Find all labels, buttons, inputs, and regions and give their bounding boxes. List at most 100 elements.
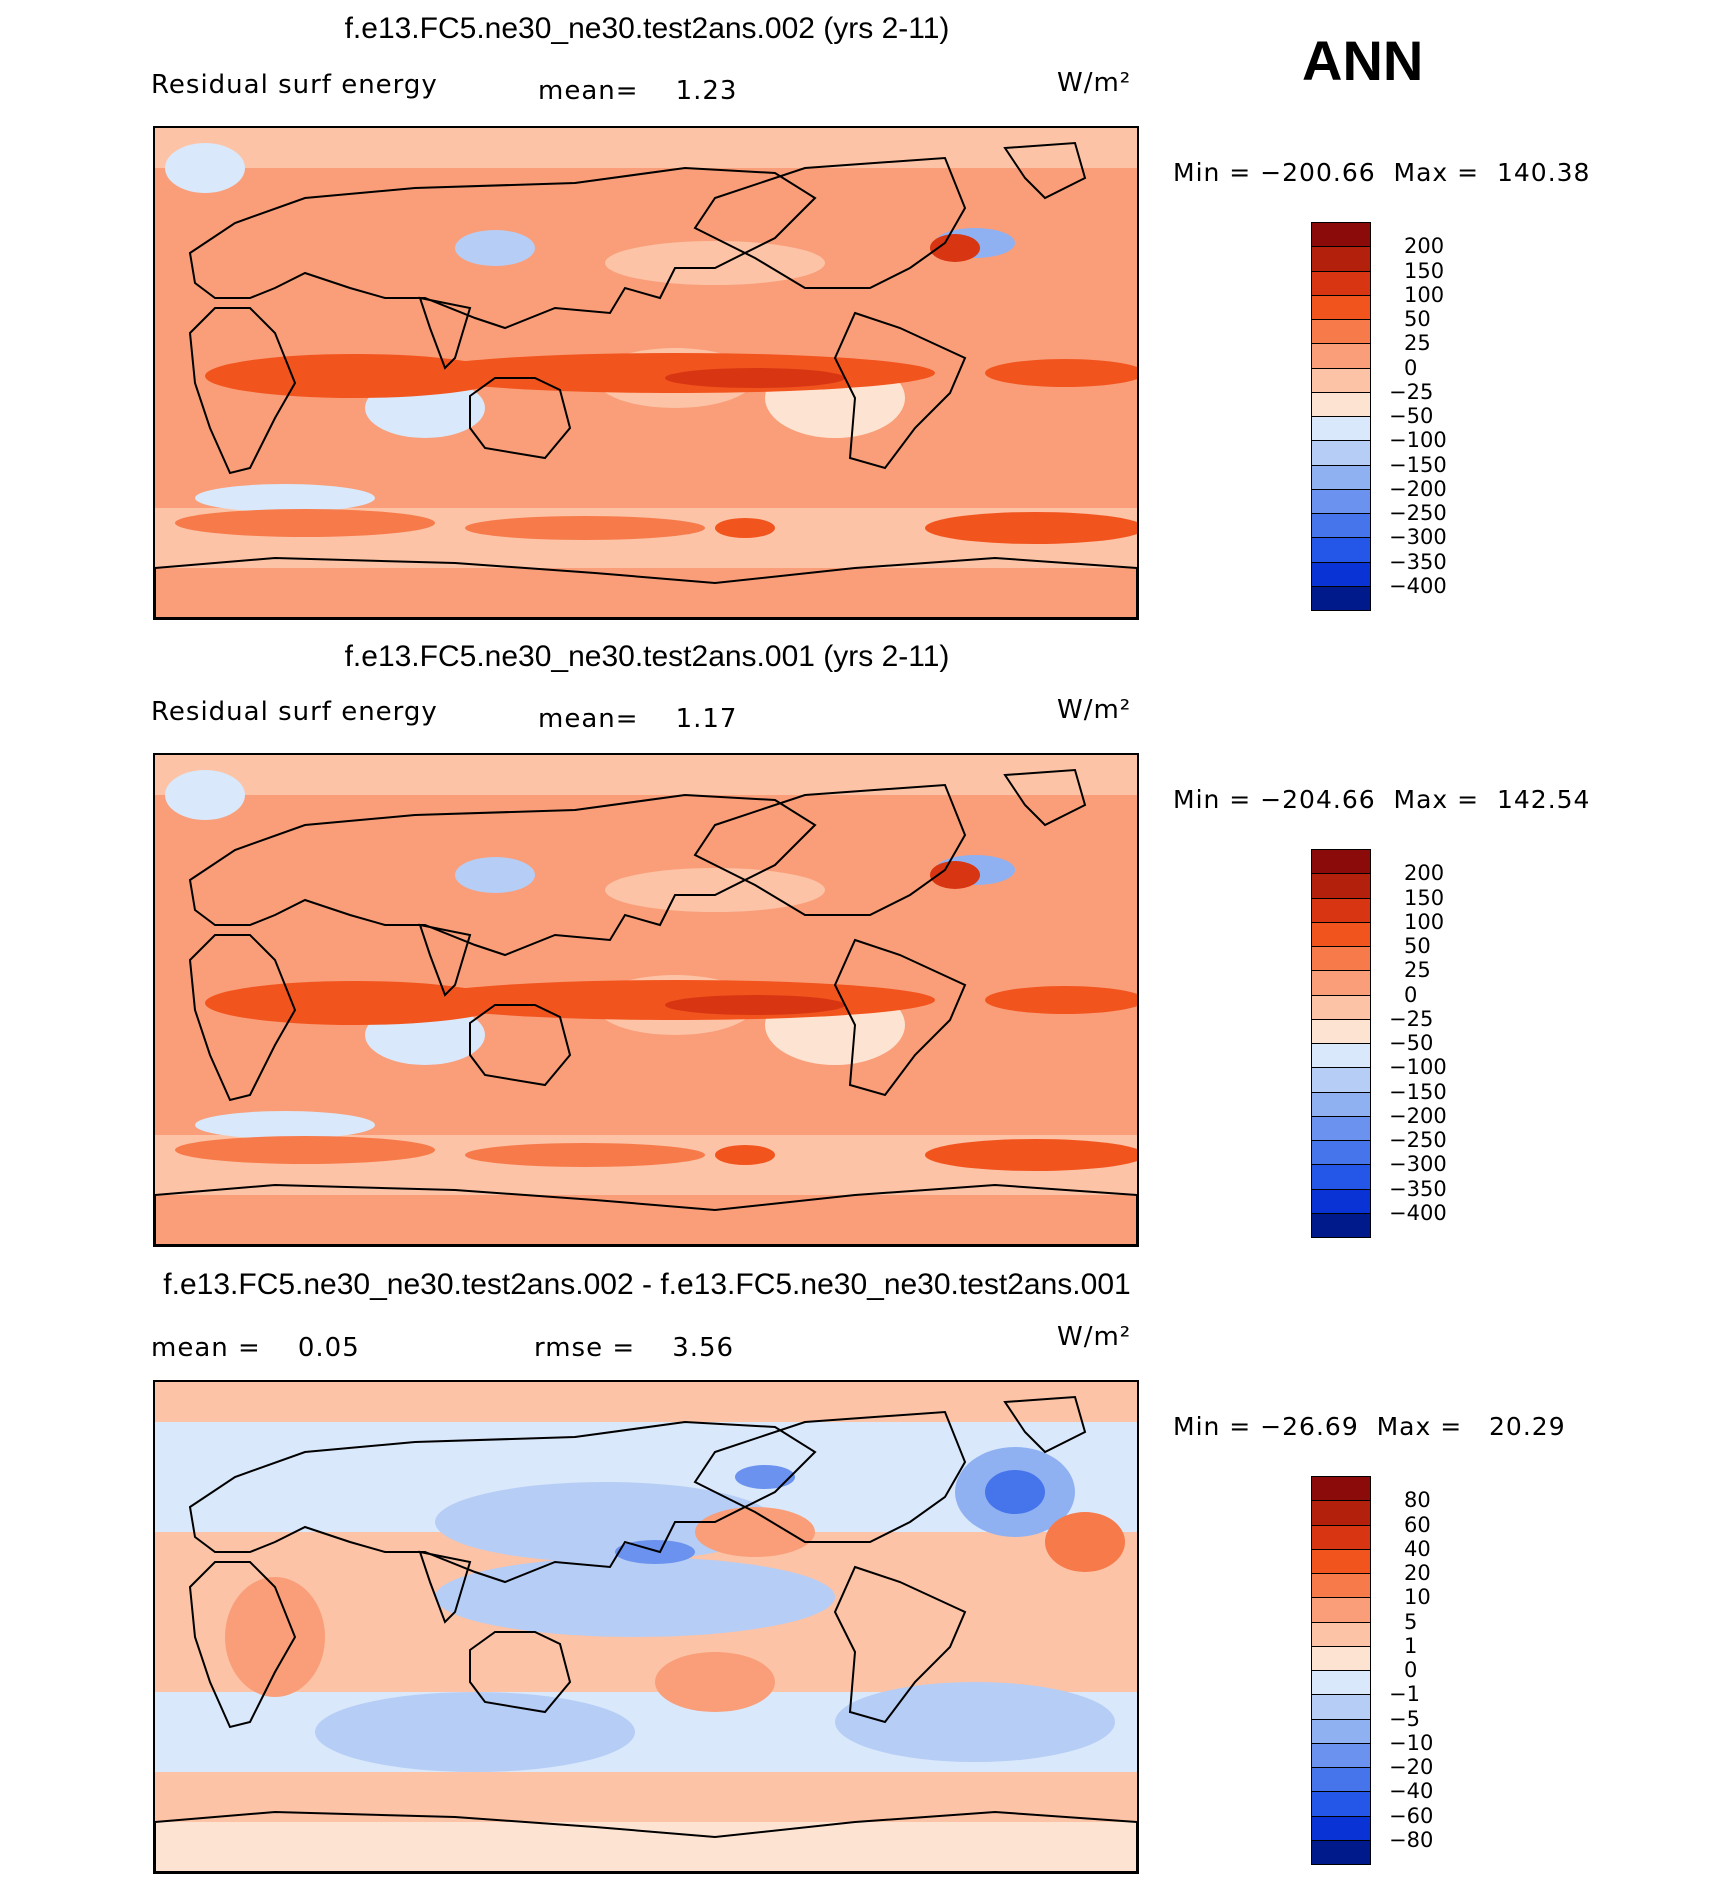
coastline xyxy=(833,311,967,470)
colorbar-tick-label: −20 xyxy=(1389,1755,1434,1779)
coastline xyxy=(693,1410,967,1543)
field-patch xyxy=(615,1540,695,1564)
field-band xyxy=(985,359,1137,387)
colorbar-tick-label: −100 xyxy=(1389,428,1447,453)
colorbar-box xyxy=(1311,1718,1371,1744)
coastline xyxy=(469,1004,572,1087)
colorbar-box xyxy=(1311,1188,1371,1214)
coastline xyxy=(188,1420,817,1584)
colorbar-tick-label: 25 xyxy=(1404,331,1431,356)
colorbar-box xyxy=(1311,1670,1371,1696)
colorbar-box xyxy=(1311,343,1371,369)
field-patch xyxy=(225,1577,325,1697)
colorbar-tick-label: 150 xyxy=(1404,885,1445,910)
panel-bottom-map xyxy=(153,1380,1139,1874)
colorbar-tick-label: −150 xyxy=(1389,1079,1447,1104)
colorbar-tick-label: 0 xyxy=(1404,355,1418,380)
coastline xyxy=(693,156,967,289)
colorbar-tick-label: −250 xyxy=(1389,1128,1447,1152)
colorbar-box xyxy=(1311,897,1371,923)
colorbar-box xyxy=(1311,270,1371,296)
field-patch xyxy=(930,234,980,262)
colorbar-tick-label: −400 xyxy=(1389,573,1447,598)
coastline xyxy=(418,296,472,370)
colorbar-box xyxy=(1311,488,1371,514)
field-band xyxy=(175,509,435,537)
colorbar-box xyxy=(1311,1164,1371,1190)
colorbar-tick-label: −200 xyxy=(1389,1103,1447,1128)
colorbar-box xyxy=(1311,513,1371,539)
field-band xyxy=(205,354,505,398)
colorbar-box xyxy=(1311,849,1371,875)
colorbar-tick-label: −300 xyxy=(1389,1152,1447,1177)
colorbar-tick-label: 40 xyxy=(1404,1536,1431,1561)
panel-top-variable-label: Residual surf energy xyxy=(151,70,438,100)
colorbar-box xyxy=(1311,319,1371,345)
colorbar-box xyxy=(1311,1140,1371,1166)
colorbar-box xyxy=(1311,246,1371,272)
colorbar-tick-label: −50 xyxy=(1389,1031,1434,1055)
colorbar-box xyxy=(1311,294,1371,320)
field-band xyxy=(205,981,505,1025)
colorbar-box xyxy=(1311,1767,1371,1793)
panel-bottom-map-svg xyxy=(155,1382,1137,1872)
coastline xyxy=(469,1631,572,1714)
colorbar-box xyxy=(1311,1839,1371,1865)
colorbar-tick-label: −5 xyxy=(1389,1706,1420,1731)
colorbar-box xyxy=(1311,464,1371,490)
colorbar-box xyxy=(1311,440,1371,466)
panel-middle-minmax: Min = −204.66 Max = 142.54 xyxy=(1173,785,1591,814)
field-patch xyxy=(435,1482,775,1562)
field-patch xyxy=(195,1111,375,1139)
colorbar-box xyxy=(1311,873,1371,899)
coastline xyxy=(1003,1395,1087,1454)
field-patch xyxy=(930,861,980,889)
colorbar-tick-label: 200 xyxy=(1404,861,1445,886)
colorbar-tick-label: 1 xyxy=(1404,1633,1418,1658)
colorbar-tick-label: −60 xyxy=(1389,1803,1434,1828)
coastline xyxy=(469,377,572,460)
field-patch xyxy=(165,143,245,193)
field-patch xyxy=(735,1465,795,1489)
colorbar-tick-label: −200 xyxy=(1389,476,1447,501)
panel-bottom-minmax: Min = −26.69 Max = 20.29 xyxy=(1173,1412,1566,1441)
colorbar-tick-label: −350 xyxy=(1389,1176,1447,1201)
panel-top-units: W/m² xyxy=(1057,68,1132,98)
colorbar-box xyxy=(1311,1043,1371,1069)
coastline xyxy=(188,307,297,475)
colorbar-box xyxy=(1311,1500,1371,1526)
colorbar-tick-label: 5 xyxy=(1404,1609,1418,1634)
colorbar-tick-label: 150 xyxy=(1404,258,1445,283)
colorbar-box xyxy=(1311,416,1371,442)
panel-middle-title: f.e13.FC5.ne30_ne30.test2ans.001 (yrs 2-… xyxy=(344,640,950,673)
colorbar-box xyxy=(1311,1645,1371,1671)
colorbar-tick-label: 20 xyxy=(1404,1561,1431,1585)
colorbar-tick-label: −250 xyxy=(1389,501,1447,525)
colorbar-box xyxy=(1311,970,1371,996)
panel-middle-units: W/m² xyxy=(1057,695,1132,725)
field-patch xyxy=(835,1682,1115,1762)
colorbar-box xyxy=(1311,1212,1371,1238)
field-band xyxy=(175,1136,435,1164)
colorbar-tick-label: −25 xyxy=(1389,379,1434,404)
colorbar-box xyxy=(1311,1091,1371,1117)
coastline xyxy=(155,1810,1137,1872)
colorbar-box xyxy=(1311,1476,1371,1502)
colorbar-box xyxy=(1311,1621,1371,1647)
colorbar-tick-label: −150 xyxy=(1389,452,1447,477)
colorbar-tick-label: −10 xyxy=(1389,1730,1434,1755)
coastline xyxy=(418,923,472,997)
field-patch xyxy=(1045,1512,1125,1572)
panel-top-mean-label: mean= 1.23 xyxy=(538,76,738,106)
panel-middle-map-svg xyxy=(155,755,1137,1245)
field-patch xyxy=(655,1652,775,1712)
panel-top-map xyxy=(153,126,1139,620)
colorbar-tick-label: −350 xyxy=(1389,549,1447,574)
field-band xyxy=(155,1822,1137,1872)
colorbar-box xyxy=(1311,1742,1371,1768)
coastline xyxy=(155,1183,1137,1245)
coastline xyxy=(693,783,967,916)
coastline xyxy=(188,166,817,330)
panel-bottom-rmse-label: rmse = 3.56 xyxy=(534,1333,735,1363)
colorbar-tick-label: 50 xyxy=(1404,934,1431,958)
